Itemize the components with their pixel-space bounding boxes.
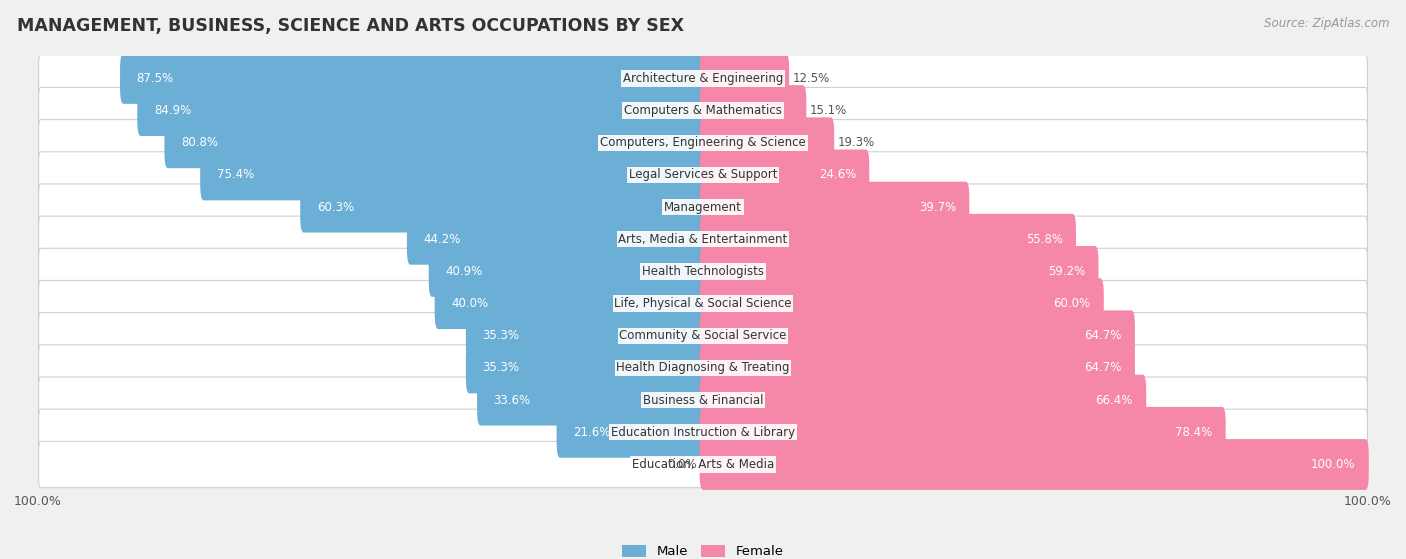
- Text: 84.9%: 84.9%: [153, 104, 191, 117]
- Text: 33.6%: 33.6%: [494, 394, 531, 406]
- FancyBboxPatch shape: [700, 407, 1226, 458]
- Text: 39.7%: 39.7%: [918, 201, 956, 214]
- Text: 100.0%: 100.0%: [1344, 495, 1392, 508]
- Text: Health Technologists: Health Technologists: [643, 265, 763, 278]
- Text: 60.0%: 60.0%: [1053, 297, 1091, 310]
- FancyBboxPatch shape: [700, 85, 807, 136]
- Text: Legal Services & Support: Legal Services & Support: [628, 168, 778, 182]
- Text: MANAGEMENT, BUSINESS, SCIENCE AND ARTS OCCUPATIONS BY SEX: MANAGEMENT, BUSINESS, SCIENCE AND ARTS O…: [17, 17, 683, 35]
- Text: Computers, Engineering & Science: Computers, Engineering & Science: [600, 136, 806, 149]
- FancyBboxPatch shape: [700, 278, 1104, 329]
- FancyBboxPatch shape: [700, 439, 1369, 490]
- FancyBboxPatch shape: [700, 246, 1098, 297]
- Text: 35.3%: 35.3%: [482, 362, 519, 375]
- FancyBboxPatch shape: [700, 343, 1135, 394]
- FancyBboxPatch shape: [38, 120, 1368, 166]
- Text: Health Diagnosing & Treating: Health Diagnosing & Treating: [616, 362, 790, 375]
- FancyBboxPatch shape: [477, 375, 706, 425]
- FancyBboxPatch shape: [700, 149, 869, 200]
- FancyBboxPatch shape: [465, 343, 706, 394]
- FancyBboxPatch shape: [138, 85, 706, 136]
- FancyBboxPatch shape: [406, 214, 706, 265]
- FancyBboxPatch shape: [38, 409, 1368, 456]
- FancyBboxPatch shape: [38, 441, 1368, 487]
- Text: 75.4%: 75.4%: [217, 168, 254, 182]
- FancyBboxPatch shape: [465, 310, 706, 361]
- Text: 64.7%: 64.7%: [1084, 362, 1122, 375]
- FancyBboxPatch shape: [38, 345, 1368, 391]
- FancyBboxPatch shape: [301, 182, 706, 233]
- Text: Source: ZipAtlas.com: Source: ZipAtlas.com: [1264, 17, 1389, 30]
- FancyBboxPatch shape: [38, 87, 1368, 134]
- Text: 55.8%: 55.8%: [1026, 233, 1063, 246]
- FancyBboxPatch shape: [200, 149, 706, 200]
- Text: Education, Arts & Media: Education, Arts & Media: [631, 458, 775, 471]
- Text: 80.8%: 80.8%: [181, 136, 218, 149]
- FancyBboxPatch shape: [38, 152, 1368, 198]
- FancyBboxPatch shape: [38, 55, 1368, 102]
- Text: 21.6%: 21.6%: [574, 426, 610, 439]
- Text: 100.0%: 100.0%: [14, 495, 62, 508]
- Text: 66.4%: 66.4%: [1095, 394, 1133, 406]
- Text: 59.2%: 59.2%: [1047, 265, 1085, 278]
- Text: 24.6%: 24.6%: [818, 168, 856, 182]
- Text: 60.3%: 60.3%: [316, 201, 354, 214]
- FancyBboxPatch shape: [700, 53, 789, 104]
- FancyBboxPatch shape: [700, 310, 1135, 361]
- Text: 35.3%: 35.3%: [482, 329, 519, 342]
- FancyBboxPatch shape: [38, 248, 1368, 295]
- FancyBboxPatch shape: [38, 377, 1368, 423]
- FancyBboxPatch shape: [429, 246, 706, 297]
- Text: 15.1%: 15.1%: [810, 104, 846, 117]
- Text: Life, Physical & Social Science: Life, Physical & Social Science: [614, 297, 792, 310]
- Text: 40.0%: 40.0%: [451, 297, 488, 310]
- Text: 40.9%: 40.9%: [446, 265, 482, 278]
- Text: Management: Management: [664, 201, 742, 214]
- Text: 19.3%: 19.3%: [838, 136, 875, 149]
- FancyBboxPatch shape: [700, 214, 1076, 265]
- Text: Community & Social Service: Community & Social Service: [619, 329, 787, 342]
- Text: 44.2%: 44.2%: [423, 233, 461, 246]
- FancyBboxPatch shape: [38, 312, 1368, 359]
- Text: Architecture & Engineering: Architecture & Engineering: [623, 72, 783, 85]
- Text: Business & Financial: Business & Financial: [643, 394, 763, 406]
- Text: 0.0%: 0.0%: [666, 458, 696, 471]
- Text: 100.0%: 100.0%: [1310, 458, 1355, 471]
- FancyBboxPatch shape: [120, 53, 706, 104]
- FancyBboxPatch shape: [165, 117, 706, 168]
- Text: 12.5%: 12.5%: [793, 72, 830, 85]
- FancyBboxPatch shape: [38, 216, 1368, 262]
- FancyBboxPatch shape: [700, 182, 969, 233]
- FancyBboxPatch shape: [434, 278, 706, 329]
- Text: Education Instruction & Library: Education Instruction & Library: [612, 426, 794, 439]
- Text: 64.7%: 64.7%: [1084, 329, 1122, 342]
- Text: 78.4%: 78.4%: [1175, 426, 1212, 439]
- Legend: Male, Female: Male, Female: [617, 539, 789, 559]
- FancyBboxPatch shape: [38, 281, 1368, 327]
- FancyBboxPatch shape: [700, 117, 834, 168]
- Text: 87.5%: 87.5%: [136, 72, 174, 85]
- FancyBboxPatch shape: [38, 184, 1368, 230]
- Text: Computers & Mathematics: Computers & Mathematics: [624, 104, 782, 117]
- FancyBboxPatch shape: [557, 407, 706, 458]
- Text: Arts, Media & Entertainment: Arts, Media & Entertainment: [619, 233, 787, 246]
- FancyBboxPatch shape: [700, 375, 1146, 425]
